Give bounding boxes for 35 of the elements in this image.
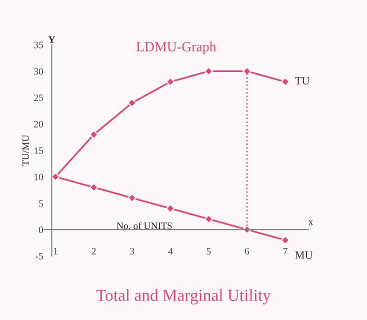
chart-title: LDMU-Graph xyxy=(136,42,216,54)
x-axis-title: No. of UNITS xyxy=(116,222,172,230)
y-tick-label: 25 xyxy=(34,94,43,102)
text: Y xyxy=(48,36,56,43)
y-tick-label: -5 xyxy=(36,253,43,260)
point xyxy=(204,66,214,76)
x-tick-label: 6 xyxy=(244,248,250,254)
y-axis-title: TU/MU xyxy=(22,134,29,166)
y-tick-label: 10 xyxy=(34,174,43,180)
y-tick-label: 35 xyxy=(34,42,43,48)
point xyxy=(128,193,137,202)
point xyxy=(242,66,252,76)
y-tick-label: 30 xyxy=(34,68,43,75)
y-tick-label: 0 xyxy=(38,226,43,234)
point xyxy=(204,214,214,224)
y-tick-label: 20 xyxy=(34,120,43,128)
x-tick-label: 2 xyxy=(92,248,96,254)
point xyxy=(89,182,98,192)
series-label: MU xyxy=(295,251,313,259)
point xyxy=(128,98,137,108)
x-tick-label: 1 xyxy=(54,248,58,254)
x-tick-label: 7 xyxy=(284,248,288,254)
point xyxy=(166,77,175,86)
series-label: TU xyxy=(295,77,310,85)
point xyxy=(89,130,98,140)
point xyxy=(280,77,290,86)
text: Total and Marginal Utility xyxy=(96,289,271,304)
y-tick-label: 5 xyxy=(39,200,43,207)
point xyxy=(280,236,290,245)
point xyxy=(166,204,175,213)
x-tick-label: 3 xyxy=(130,248,134,254)
text: x xyxy=(308,220,314,225)
x-tick-label: 4 xyxy=(168,248,173,254)
x-tick-label: 5 xyxy=(206,248,211,254)
y-tick-label: 15 xyxy=(34,147,43,154)
